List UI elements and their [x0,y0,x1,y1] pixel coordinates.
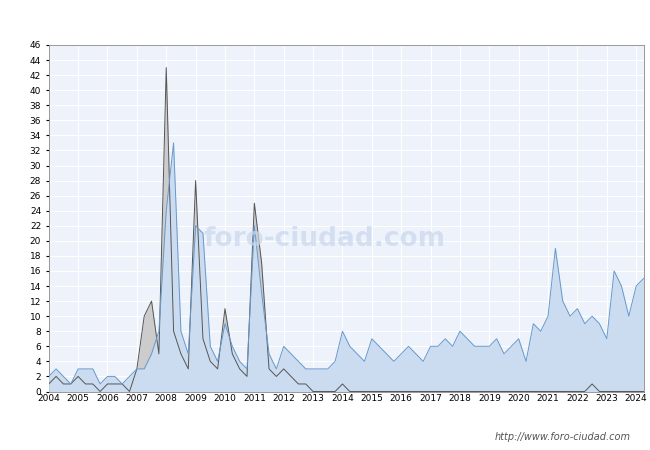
Text: foro-ciudad.com: foro-ciudad.com [204,225,446,252]
Text: http://www.foro-ciudad.com: http://www.foro-ciudad.com [495,432,630,442]
Text: Lodosa - Evolucion del Nº de Transacciones Inmobiliarias: Lodosa - Evolucion del Nº de Transaccion… [102,11,548,26]
